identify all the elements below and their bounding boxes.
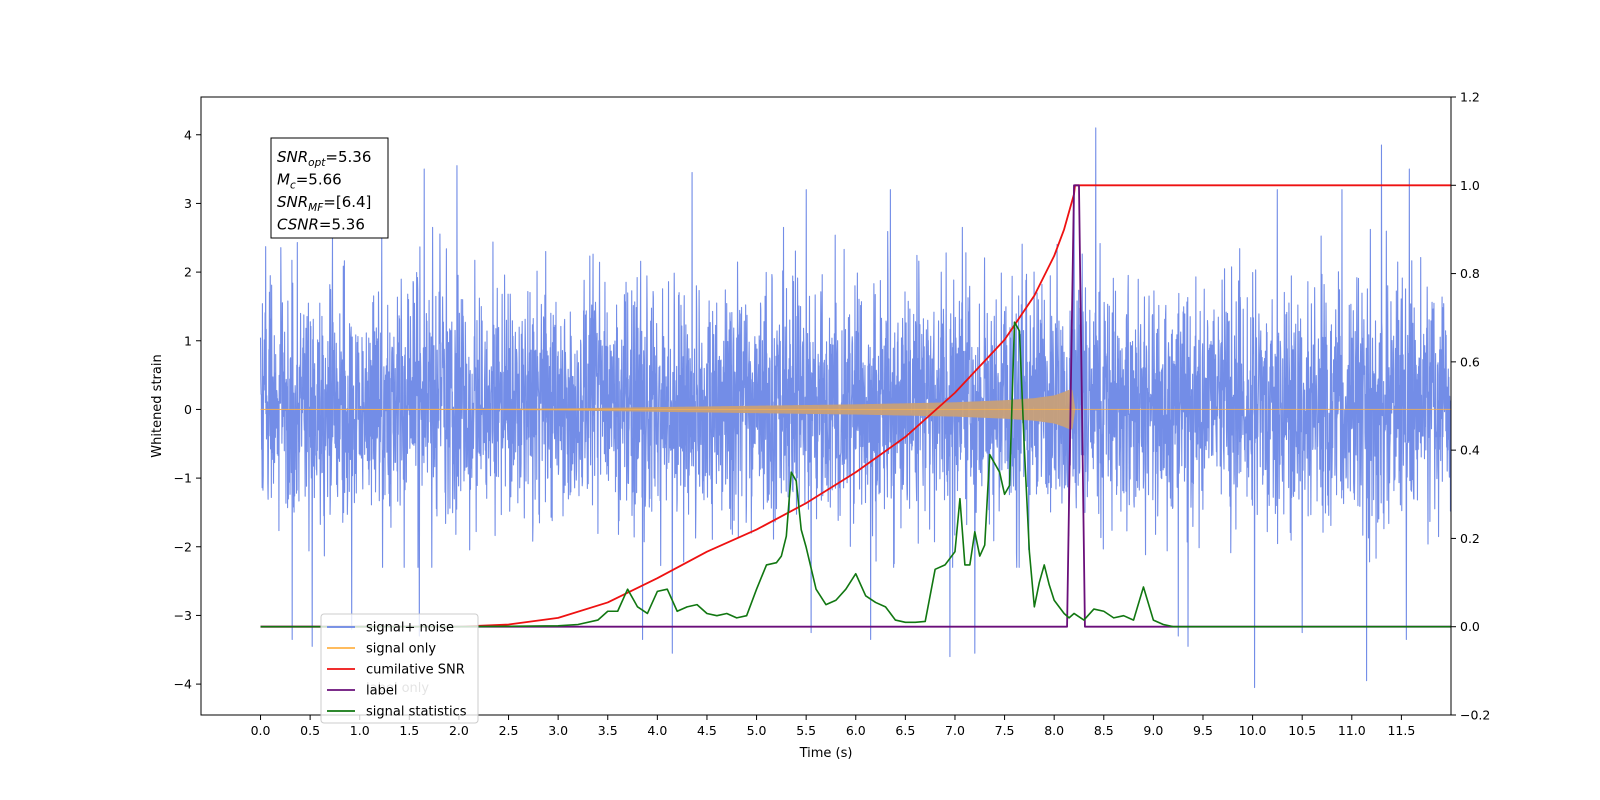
x-tick-label: 0.5	[300, 723, 320, 738]
y-tick-label: −2	[174, 539, 192, 554]
legend-label: signal only	[366, 642, 436, 657]
annotation-value: =5.36	[325, 148, 371, 166]
annotation-line: Mc=5.66	[277, 171, 342, 192]
x-tick-label: 10.0	[1239, 723, 1267, 738]
y2-tick-label: 1.0	[1460, 178, 1480, 193]
annotation-subscript: c	[290, 180, 296, 192]
annotation-value: =5.66	[296, 171, 342, 189]
x-tick-label: 11.0	[1338, 723, 1366, 738]
cumulative-snr-line	[260, 184, 1451, 628]
y-tick-label: 3	[184, 196, 192, 211]
legend-label: cumilative SNR	[366, 663, 465, 678]
annotation-symbol: CSNR	[277, 216, 319, 234]
annotation-value: =5.36	[319, 216, 365, 234]
x-tick-label: 10.5	[1288, 723, 1316, 738]
label-line	[260, 184, 1451, 628]
y-tick-label: −4	[174, 677, 192, 692]
axes-frame	[200, 96, 1452, 716]
annotation-frame	[270, 137, 389, 239]
annotation-value: =[6.4]	[323, 193, 371, 211]
x-tick-label: 1.0	[350, 723, 370, 738]
x-tick-label: 3.0	[548, 723, 568, 738]
y2-tick-label: −0.2	[1460, 708, 1490, 723]
x-tick-label: 7.0	[945, 723, 965, 738]
y2-tick-label: 0.8	[1460, 266, 1480, 281]
annotation-line: CSNR=5.36	[277, 216, 365, 234]
x-tick-label: 0.0	[251, 723, 271, 738]
x-tick-label: 7.5	[995, 723, 1015, 738]
y2-tick-label: 0.0	[1460, 619, 1480, 634]
annotation-subscript: opt	[308, 157, 326, 169]
x-tick-label: 1.5	[399, 723, 419, 738]
plot-area	[259, 127, 1451, 689]
annotation-symbol: SNR	[277, 148, 308, 166]
y2-tick-label: 0.6	[1460, 354, 1480, 369]
x-axis-label: Time (s)	[799, 746, 853, 761]
y2-tick-label: 0.2	[1460, 531, 1480, 546]
x-tick-label: 5.0	[747, 723, 767, 738]
x-tick-label: 9.5	[1193, 723, 1213, 738]
signal-noise-line	[259, 127, 1451, 689]
y-tick-label: −3	[174, 608, 192, 623]
y-axis-left: −4 −3 −2 −1 0 1 2 3 4	[174, 127, 201, 692]
x-tick-label: 8.0	[1044, 723, 1064, 738]
x-tick-label: 2.5	[499, 723, 519, 738]
x-tick-label: 5.5	[796, 723, 816, 738]
y-tick-label: 0	[184, 402, 192, 417]
x-tick-label: 6.0	[846, 723, 866, 738]
x-tick-label: 4.5	[697, 723, 717, 738]
legend-frame	[320, 613, 479, 724]
y-tick-label: 1	[184, 333, 192, 348]
annotation-symbol: M	[277, 171, 290, 189]
y-tick-label: −1	[174, 471, 192, 486]
legend-label: label	[366, 684, 397, 699]
legend-label: signal statistics	[366, 705, 467, 720]
x-tick-label: 8.5	[1094, 723, 1114, 738]
x-axis: 0.0 0.5 1.0 1.5 2.0 2.5 3.0 3.5 4.0 4.5 5.0 5.5 6.0 6…	[251, 715, 1415, 738]
y-axis-label: Whitened strain	[150, 354, 165, 457]
x-tick-label: 11.5	[1387, 723, 1415, 738]
y2-tick-label: 1.2	[1460, 90, 1480, 105]
signal-statistics-line	[260, 321, 1451, 628]
y-tick-label: 2	[184, 265, 192, 280]
annotation-line: SNRMF=[6.4]	[277, 193, 371, 214]
y2-tick-label: 0.4	[1460, 443, 1480, 458]
annotation-symbol: SNR	[277, 193, 308, 211]
x-tick-label: 6.5	[895, 723, 915, 738]
x-tick-label: 3.5	[598, 723, 618, 738]
x-tick-label: 9.0	[1143, 723, 1163, 738]
x-tick-label: 4.0	[647, 723, 667, 738]
x-tick-label: 2.0	[449, 723, 469, 738]
annotation-line: SNRopt=5.36	[277, 148, 371, 169]
legend-label: signal+ noise	[366, 621, 454, 636]
y-axis-right: −0.2 0.0 0.2 0.4 0.6 0.8 1.0 1.2	[1451, 90, 1490, 723]
y-tick-label: 4	[184, 127, 192, 142]
annotation-subscript: MF	[308, 202, 324, 214]
